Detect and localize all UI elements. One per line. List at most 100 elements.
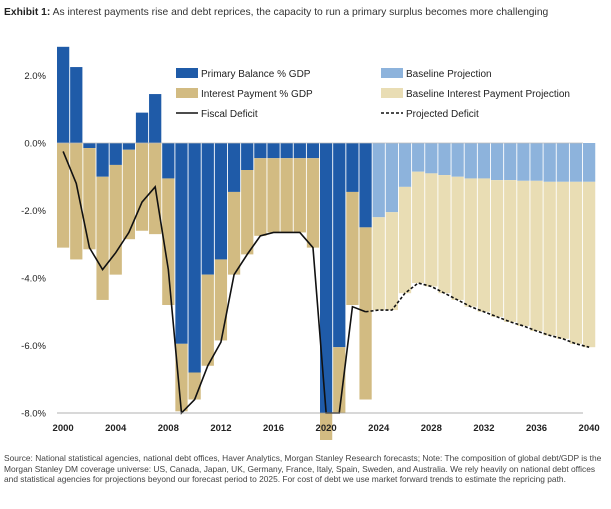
legend-label: Baseline Interest Payment Projection [406,89,570,100]
bar-interest-payment-2002 [83,148,96,250]
legend-swatch [381,68,403,78]
bar-interest-payment-2021 [333,347,346,413]
bar-primary-balance-2015 [254,143,267,159]
bar-primary-balance-2010 [188,143,201,373]
bar-primary-balance-2012 [214,143,228,260]
x-tick-label: 2016 [263,423,284,434]
bar-baseline-projection-2037 [543,143,556,182]
bars-layer [57,46,596,440]
bar-baseline-interest-projection-2032 [477,178,491,312]
legend-item: Baseline Projection [381,68,492,80]
bar-baseline-projection-2031 [464,143,477,179]
bar-interest-payment-2019 [306,158,320,248]
bar-baseline-interest-projection-2031 [464,178,477,307]
bar-baseline-projection-2030 [451,143,464,177]
bar-interest-payment-2017 [280,158,293,233]
x-tick-label: 2028 [421,423,442,434]
bar-baseline-projection-2026 [398,143,412,187]
bar-interest-payment-2013 [227,191,241,275]
bar-interest-payment-2023 [359,227,372,400]
legend-label: Baseline Projection [406,69,492,80]
bar-baseline-projection-2028 [425,143,438,174]
legend-swatch [176,88,198,98]
x-tick-label: 2020 [316,423,337,434]
bar-baseline-interest-projection-2029 [438,175,451,294]
bar-primary-balance-2009 [175,143,188,344]
x-tick-label: 2032 [473,423,494,434]
bar-interest-payment-2008 [162,178,175,305]
y-tick-label: -2.0% [21,206,46,217]
legend-label: Primary Balance % GDP [201,69,311,80]
bar-baseline-interest-projection-2033 [490,180,504,317]
bar-primary-balance-2017 [280,143,293,159]
x-tick-label: 2040 [579,423,600,434]
bar-primary-balance-2020 [320,143,333,413]
bar-primary-balance-2005 [122,143,135,150]
bar-baseline-projection-2038 [556,143,569,182]
y-tick-label: 2.0% [24,71,46,82]
bar-baseline-projection-2029 [438,143,451,176]
bar-interest-payment-2015 [254,158,267,236]
bar-interest-payment-2003 [96,176,109,300]
bar-baseline-projection-2025 [385,143,398,213]
axes-layer: 2.0% 0.0% -2.0% -4.0% -6.0% -8.0% 2000 2004 2008… [21,71,600,434]
legend: Primary Balance % GDP Baseline Projection… [176,68,570,120]
bar-primary-balance-2011 [201,143,214,275]
bar-baseline-projection-2033 [490,143,504,181]
bar-interest-payment-2001 [70,143,83,260]
x-tick-label: 2012 [210,423,231,434]
bar-baseline-projection-2024 [372,143,385,218]
y-tick-label: -6.0% [21,341,46,352]
bar-interest-payment-2011 [201,274,214,366]
bar-baseline-interest-projection-2038 [556,181,569,339]
bar-baseline-projection-2036 [530,143,543,181]
bar-baseline-projection-2034 [504,143,517,181]
legend-item: Baseline Interest Payment Projection [381,88,570,100]
bar-baseline-interest-projection-2030 [451,176,464,300]
bar-interest-payment-2000 [57,143,70,248]
bar-baseline-interest-projection-2036 [530,180,543,331]
y-tick-label: 0.0% [24,139,46,150]
legend-label: Interest Payment % GDP [201,89,313,100]
bar-interest-payment-2018 [293,158,306,233]
y-tick-label: -8.0% [21,409,46,420]
bar-primary-balance-2023 [359,143,372,228]
x-tick-label: 2036 [526,423,547,434]
bar-primary-balance-2004 [109,143,122,165]
exhibit-label: Exhibit 1: [4,7,51,18]
bar-primary-balance-2022 [346,143,359,192]
legend-swatch [176,68,198,78]
x-tick-label: 2000 [53,423,74,434]
bar-baseline-interest-projection-2028 [425,173,438,287]
bar-primary-balance-2019 [306,143,320,159]
bar-interest-payment-2010 [188,372,201,400]
bar-baseline-interest-projection-2039 [569,181,583,344]
bar-interest-payment-2005 [122,149,135,240]
bar-primary-balance-2016 [267,143,280,159]
bar-interest-payment-2012 [214,259,228,341]
chart: 2.0% 0.0% -2.0% -4.0% -6.0% -8.0% 2000 2004 2008… [21,46,600,440]
bar-interest-payment-2014 [241,170,254,255]
bar-baseline-interest-projection-2034 [504,180,517,322]
bar-baseline-projection-2039 [569,143,583,182]
legend-item: Projected Deficit [381,109,479,120]
bar-interest-payment-2009 [175,343,188,412]
legend-label: Fiscal Deficit [201,109,258,120]
legend-label: Projected Deficit [406,109,479,120]
bar-primary-balance-2006 [135,112,149,144]
bar-primary-balance-2013 [227,143,241,192]
bar-primary-balance-2008 [162,143,175,179]
bar-primary-balance-2014 [241,143,254,170]
bar-interest-payment-2022 [346,191,359,305]
legend-item: Fiscal Deficit [176,109,258,120]
bar-baseline-projection-2040 [583,143,596,182]
legend-item: Primary Balance % GDP [176,68,311,80]
bar-primary-balance-2021 [333,143,346,348]
bar-baseline-projection-2035 [517,143,530,181]
bar-baseline-interest-projection-2027 [412,171,425,284]
fiscal-deficit-line [62,151,366,415]
y-tick-label: -4.0% [21,274,46,285]
x-tick-label: 2024 [368,423,390,434]
bar-primary-balance-2002 [83,143,96,149]
bar-baseline-projection-2032 [477,143,491,179]
